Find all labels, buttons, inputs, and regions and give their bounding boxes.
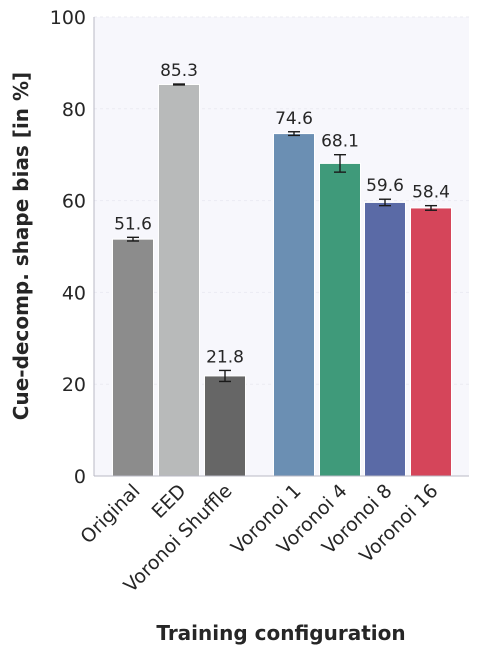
data-label: 74.6 <box>275 109 313 129</box>
y-tick-label: 80 <box>62 99 86 121</box>
y-tick-label: 60 <box>62 191 86 213</box>
y-tick-label: 40 <box>62 282 86 304</box>
x-axis-title: Training configuration <box>156 621 405 645</box>
data-label: 58.4 <box>412 183 450 203</box>
data-label: 68.1 <box>321 132 359 152</box>
y-axis-title: Cue-decomp. shape bias [in %] <box>9 72 33 420</box>
bars-group <box>112 83 452 477</box>
value-labels-group: 51.6 85.3 21.8 74.6 68.1 59.6 58.4 <box>114 61 450 367</box>
bar <box>158 83 200 477</box>
bar <box>410 207 452 477</box>
y-tick-label: 20 <box>62 374 86 396</box>
data-label: 51.6 <box>114 214 152 234</box>
bar <box>364 201 406 477</box>
bar <box>319 162 361 477</box>
bar <box>112 238 154 477</box>
y-tick-labels: 0 20 40 60 80 100 <box>50 7 86 488</box>
data-label: 59.6 <box>366 176 404 196</box>
error-bars-group <box>127 83 437 383</box>
y-tick-label: 100 <box>50 7 86 29</box>
y-tick-label: 0 <box>74 466 86 488</box>
data-label: 85.3 <box>160 61 198 81</box>
bar <box>204 375 246 477</box>
data-label: 21.8 <box>206 347 244 367</box>
bar <box>273 133 315 477</box>
x-tick-label: Original <box>76 480 144 548</box>
